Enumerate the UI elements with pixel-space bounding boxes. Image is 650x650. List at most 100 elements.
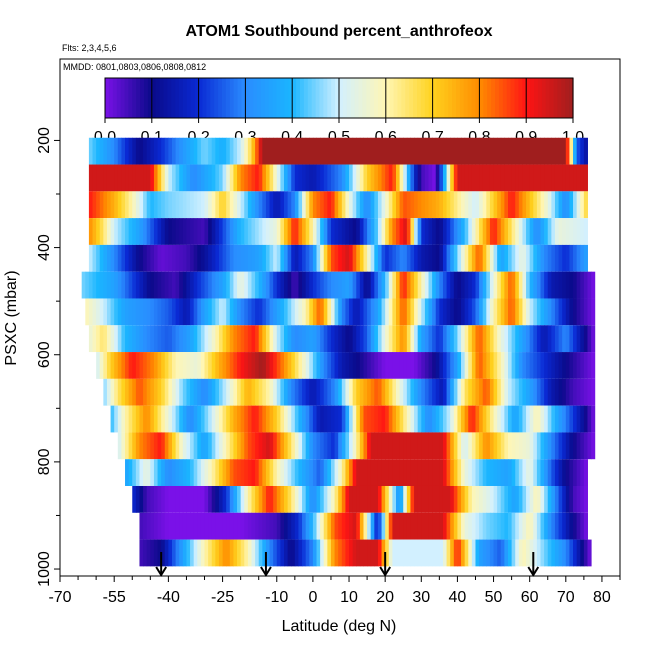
- heatmap-cell: [569, 137, 574, 165]
- heatmap-cell: [161, 191, 166, 219]
- heatmap-cell: [363, 271, 368, 299]
- colorbar-cell: [186, 78, 192, 118]
- heatmap-cell: [150, 164, 155, 192]
- heatmap-cell: [143, 218, 148, 245]
- heatmap-cell: [179, 244, 184, 272]
- heatmap-cell: [377, 485, 383, 513]
- heatmap-cell: [146, 271, 151, 299]
- heatmap-cell: [143, 432, 148, 460]
- heatmap-cell: [226, 218, 231, 245]
- colorbar-cell: [198, 78, 204, 118]
- heatmap-cell: [479, 218, 484, 245]
- heatmap-cell: [396, 325, 401, 353]
- heatmap-cell: [551, 137, 556, 165]
- heatmap-cell: [146, 298, 151, 326]
- heatmap-cell: [197, 271, 202, 299]
- heatmap-cell: [417, 485, 422, 513]
- colorbar-cell: [452, 78, 457, 118]
- heatmap-cell: [305, 191, 310, 219]
- heatmap-cell: [269, 485, 274, 513]
- heatmap-cell: [128, 352, 133, 379]
- heatmap-cell: [330, 432, 336, 460]
- heatmap-cell: [211, 539, 216, 567]
- heatmap-cell: [175, 378, 180, 406]
- colorbar-cell: [229, 78, 235, 118]
- heatmap-cell: [508, 459, 513, 486]
- heatmap-cell: [461, 459, 466, 486]
- heatmap-cell: [132, 352, 137, 379]
- heatmap-cell: [323, 298, 328, 326]
- heatmap-cell: [486, 191, 491, 219]
- heatmap-cell: [414, 164, 419, 192]
- heatmap-cell: [565, 405, 570, 433]
- profile-markers: [155, 552, 540, 577]
- heatmap-cell: [468, 352, 473, 379]
- heatmap-cell: [280, 539, 285, 567]
- heatmap-cell: [453, 378, 458, 406]
- heatmap-cell: [161, 137, 166, 165]
- x-tick-label: 30: [412, 589, 430, 606]
- heatmap-cell: [349, 244, 354, 272]
- heatmap-cell: [471, 512, 476, 540]
- heatmap-cell: [453, 539, 458, 567]
- heatmap-cell: [565, 164, 570, 192]
- heatmap-cell: [244, 137, 249, 165]
- heatmap-cell: [403, 298, 408, 326]
- heatmap-cell: [562, 378, 567, 406]
- heatmap-cell: [139, 298, 144, 326]
- heatmap-cell: [565, 325, 570, 353]
- heatmap-cell: [428, 137, 433, 165]
- heatmap-cell: [475, 485, 480, 513]
- heatmap-cell: [457, 218, 462, 245]
- heatmap-cell: [526, 432, 531, 460]
- heatmap-cell: [172, 137, 177, 165]
- heatmap-cell: [262, 459, 267, 486]
- heatmap-cell: [222, 459, 227, 486]
- heatmap-cell: [370, 378, 375, 406]
- heatmap-cell: [190, 271, 195, 299]
- heatmap-cell: [352, 512, 357, 540]
- heatmap-cell: [186, 191, 191, 219]
- heatmap-cell: [569, 539, 574, 567]
- heatmap-cell: [377, 352, 383, 379]
- heatmap-cell: [522, 352, 527, 379]
- heatmap-cell: [518, 244, 523, 272]
- heatmap-cell: [381, 512, 386, 540]
- colorbar-cell: [257, 78, 262, 118]
- heatmap-cell: [587, 352, 592, 379]
- heatmap-cell: [352, 244, 357, 272]
- heatmap-cell: [356, 459, 361, 486]
- heatmap-cell: [143, 405, 148, 433]
- heatmap-cell: [233, 298, 238, 326]
- heatmap-cell: [540, 164, 545, 192]
- colorbar-cell: [112, 78, 118, 118]
- heatmap-cell: [479, 512, 484, 540]
- heatmap-cell: [186, 432, 191, 460]
- heatmap-cell: [309, 512, 314, 540]
- heatmap-cell: [464, 271, 469, 299]
- heatmap-cell: [533, 432, 538, 460]
- heatmap-cell: [367, 432, 372, 460]
- heatmap-cell: [88, 298, 94, 326]
- heatmap-cell: [504, 137, 509, 165]
- heatmap-cell: [536, 378, 542, 406]
- heatmap-cell: [435, 271, 440, 299]
- heatmap-cell: [489, 378, 495, 406]
- heatmap-cell: [576, 459, 581, 486]
- heatmap-cell: [359, 352, 364, 379]
- heatmap-cell: [327, 485, 332, 513]
- heatmap-cell: [218, 512, 224, 540]
- heatmap-cell: [269, 459, 274, 486]
- heatmap-cell: [497, 405, 502, 433]
- heatmap-cell: [323, 405, 328, 433]
- heatmap-cell: [363, 298, 368, 326]
- heatmap-cell: [457, 137, 462, 165]
- heatmap-cell: [392, 405, 397, 433]
- colorbar-cell: [276, 78, 282, 118]
- heatmap-cell: [334, 218, 339, 245]
- heatmap-cell: [435, 191, 440, 219]
- heatmap-cell: [482, 459, 487, 486]
- heatmap-cell: [526, 191, 531, 219]
- heatmap-cell: [190, 325, 195, 353]
